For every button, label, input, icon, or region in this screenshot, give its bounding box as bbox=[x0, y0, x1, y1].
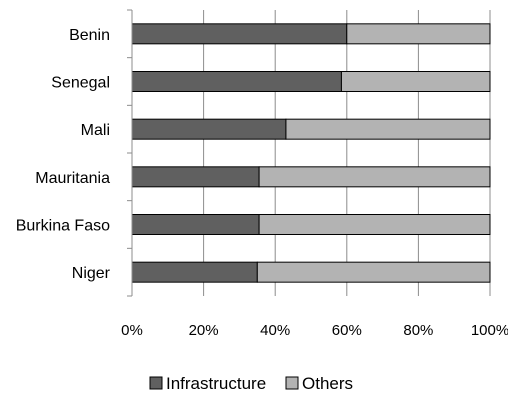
bar-others-benin bbox=[346, 23, 491, 45]
x-tick-label: 100% bbox=[471, 322, 508, 339]
x-tick-label: 60% bbox=[332, 322, 362, 339]
axes bbox=[127, 9, 133, 297]
gridlines bbox=[203, 10, 491, 296]
y-tick-label: Burkina Faso bbox=[16, 218, 110, 235]
bar-infrastructure-mauritania bbox=[131, 166, 260, 188]
legend-swatch-others bbox=[285, 376, 299, 390]
y-tick-label: Mauritania bbox=[35, 170, 110, 187]
legend-label-infrastructure: Infrastructure bbox=[166, 374, 266, 393]
x-tick-label: 0% bbox=[121, 322, 143, 339]
x-tick-label: 80% bbox=[403, 322, 433, 339]
bar-others-niger bbox=[256, 261, 491, 283]
bar-others-burkina-faso bbox=[258, 214, 491, 235]
bar-infrastructure-burkina-faso bbox=[131, 214, 260, 235]
legend: Infrastructure Others bbox=[149, 374, 353, 393]
y-tick-label: Niger bbox=[72, 265, 111, 282]
bar-others-mauritania bbox=[258, 166, 491, 188]
bar-infrastructure-senegal bbox=[131, 71, 342, 92]
y-tick-label: Senegal bbox=[51, 75, 110, 92]
legend-label-others: Others bbox=[302, 374, 353, 393]
bar-infrastructure-mali bbox=[131, 118, 287, 140]
x-tick-label: 20% bbox=[189, 322, 219, 339]
labels: Benin Senegal Mali Mauritania Burkina Faso Ni… bbox=[16, 27, 508, 339]
bar-infrastructure-niger bbox=[131, 261, 258, 283]
bar-others-senegal bbox=[340, 71, 491, 92]
bar-infrastructure-benin bbox=[131, 23, 348, 45]
y-tick-label: Mali bbox=[81, 122, 110, 139]
y-tick-label: Benin bbox=[69, 27, 110, 44]
x-tick-label: 40% bbox=[260, 322, 290, 339]
bars bbox=[131, 23, 491, 283]
bar-others-mali bbox=[285, 118, 491, 140]
legend-swatch-infrastructure bbox=[149, 376, 163, 390]
